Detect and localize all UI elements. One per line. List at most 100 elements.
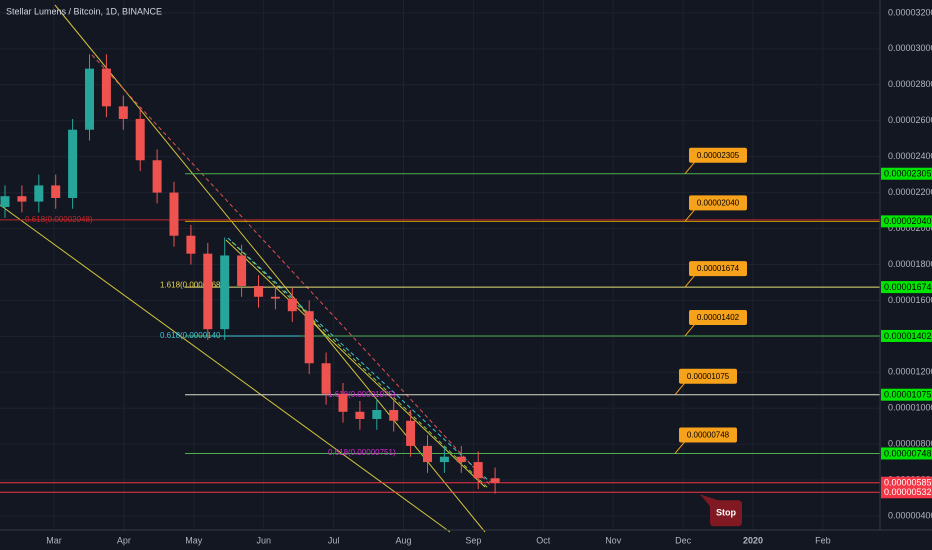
y-tick-label: 0.00002800 [888,79,932,89]
candle-body [254,286,263,297]
candle-body [34,185,44,202]
y-tick-label: 0.00001600 [888,295,932,305]
price-tag [881,167,932,180]
trendline [231,241,489,489]
candle-body [220,255,230,330]
callout-label: 0.00000748 [687,431,730,440]
callout-pointer [684,161,696,175]
x-tick-label: Nov [605,535,622,545]
callout-pointer [684,323,696,337]
x-tick-label: Oct [536,535,551,545]
candle-body [355,411,365,419]
price-tag-label: 0.00000532 [884,487,932,497]
chart-title: Stellar Lumens / Bitcoin, 1D, BINANCE [6,6,162,16]
price-tag [881,447,932,460]
candle-body [118,106,128,119]
candle-body [304,311,314,364]
trendline [0,204,451,533]
x-tick-label: Sep [465,535,481,545]
callout-label: 0.00001075 [687,372,730,381]
stop-callout [700,494,742,527]
price-tag [881,329,932,342]
price-tag [881,476,932,489]
candle-body [51,185,61,198]
price-tag-label: 0.00001674 [884,282,932,292]
price-tag [881,215,932,228]
callout [689,147,747,163]
callout [689,261,747,277]
candle-body [423,445,432,463]
y-tick-label: 0.00001200 [888,367,932,377]
candle-body [270,296,280,299]
candle-body [372,409,382,419]
callout [689,195,747,211]
candle-body [456,456,466,463]
y-tick-label: 0.00001800 [888,259,932,269]
y-tick-label: 0.00001000 [888,403,932,413]
callout-label: 0.00001674 [697,264,740,273]
callout-pointer [684,274,696,288]
candle-body [439,456,449,463]
y-tick-label: 0.00003200 [888,7,932,17]
candle-body [406,420,416,446]
price-tag-label: 0.00000748 [884,448,932,458]
price-tag-label: 0.00001075 [884,390,932,400]
x-tick-label: Dec [675,535,692,545]
candle-body [152,160,162,193]
trendline [225,239,486,488]
candle-body [237,255,247,287]
candle-body [135,118,145,161]
candle-body [0,196,10,207]
candle-body [101,68,111,107]
callout [679,427,737,443]
x-tick-label: Aug [395,535,411,545]
stop-label: Stop [716,508,736,518]
candle-body [203,253,213,330]
callout-label: 0.00001402 [697,313,740,322]
candle-body [473,462,483,479]
candle-body [490,478,500,483]
candle-body [321,363,331,394]
callout [689,309,747,325]
x-tick-label: Feb [815,535,831,545]
price-tag-label: 0.00002305 [884,169,932,179]
x-tick-label: Jun [256,535,271,545]
y-tick-label: 0.00000800 [888,438,932,448]
callout-label: 0.00002040 [697,198,740,207]
y-tick-label: 0.00002600 [888,115,932,125]
candle-body [68,129,78,198]
callout [679,368,737,384]
fib-label: 0.618(0.00000751) [328,448,396,457]
price-tag-label: 0.00002040 [884,216,932,226]
callout-pointer [684,209,696,222]
fib-label: 1.618(0.00001075) [328,390,396,399]
fib-label: 0.618(0.0000140 [160,331,221,340]
candle-body [169,192,179,236]
price-tag-label: 0.00001402 [884,331,932,341]
candle-body [17,196,27,202]
candle-body [338,393,348,412]
price-tag [881,388,932,401]
candle-body [389,409,399,421]
trendlines [0,4,880,533]
x-tick-label: Mar [46,535,62,545]
x-tick-label: Jul [328,535,340,545]
y-tick-label: 0.00002400 [888,151,932,161]
x-tick-label: 2020 [743,535,763,545]
callout-pointer [674,441,686,454]
candle-body [85,68,94,130]
price-tag [881,486,932,499]
y-tick-label: 0.00002200 [888,187,932,197]
candle-body [287,298,297,312]
y-tick-label: 0.00002000 [888,223,932,233]
y-tick-label: 0.00003000 [888,43,932,53]
price-tag [881,281,932,294]
fib-label: 0.618(0.00002048) [25,215,93,224]
callout-label: 0.00002305 [697,151,740,160]
price-tag-label: 0.00000585 [884,478,932,488]
callout-pointer [674,382,686,396]
y-tick-label: 0.00000400 [888,510,932,520]
